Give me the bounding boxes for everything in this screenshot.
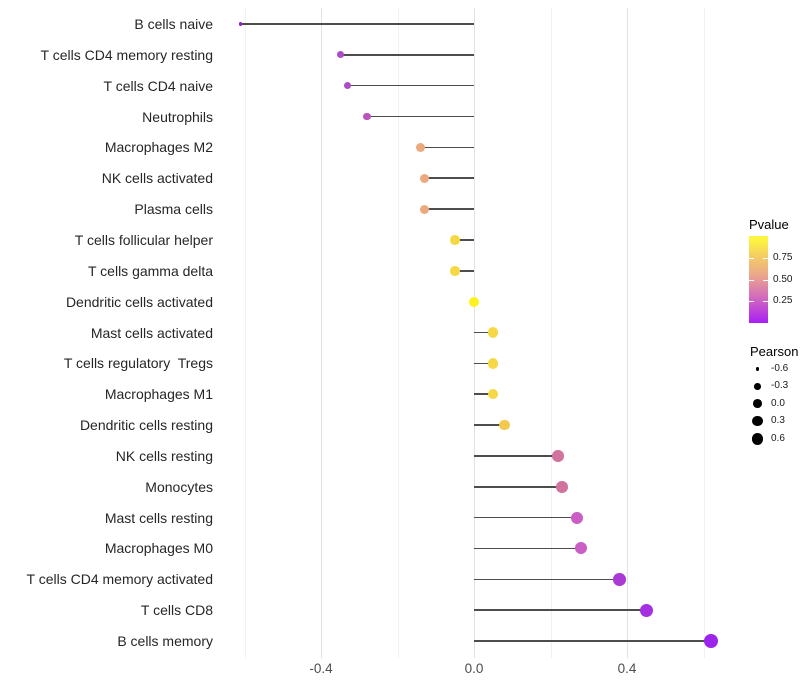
lollipop-stem <box>424 208 474 210</box>
lollipop-point <box>499 419 510 431</box>
lollipop-stem <box>420 146 474 149</box>
colorbar-tick <box>749 257 754 259</box>
lollipop-stem <box>454 270 474 272</box>
pearson-size-dot <box>754 383 761 390</box>
lollipop-stem <box>474 393 494 395</box>
colorbar-tick <box>763 257 768 259</box>
lollipop-stem <box>340 54 474 56</box>
y-axis-label: B cells memory <box>117 633 213 649</box>
gridline-major <box>321 8 322 658</box>
y-axis-label: NK cells activated <box>101 170 213 187</box>
lollipop-stem <box>347 84 474 87</box>
lollipop-stem <box>474 516 578 519</box>
lollipop-point <box>468 296 480 307</box>
pearson-size-dot <box>752 415 763 427</box>
gridline-minor <box>703 8 705 658</box>
lollipop-point <box>704 634 719 648</box>
y-axis-label: Plasma cells <box>134 201 213 218</box>
y-axis-label: Monocytes <box>145 478 213 495</box>
pearson-size-label: 0.3 <box>771 415 785 427</box>
gridline-major <box>627 8 628 658</box>
lollipop-point <box>552 450 564 462</box>
lollipop-stem <box>366 115 474 118</box>
y-axis-label: B cells naive <box>134 16 213 32</box>
pearson-size-dot <box>755 367 760 371</box>
colorbar-tick-label: 0.25 <box>773 295 793 307</box>
gridline-minor <box>550 8 552 658</box>
lollipop-stem <box>474 640 712 642</box>
y-axis-label: Macrophages M0 <box>104 540 213 557</box>
y-axis-label: T cells gamma delta <box>87 262 213 279</box>
y-axis-label: T cells regulatory Tregs <box>63 355 213 372</box>
pearson-size-label: 0.6 <box>771 432 785 444</box>
lollipop-stem <box>474 331 494 334</box>
pearson-size-label: -0.6 <box>771 363 789 374</box>
lollipop-point <box>575 542 588 555</box>
x-axis-tick-label: 0.4 <box>617 661 637 676</box>
x-axis-tick-label: 0.0 <box>464 661 484 676</box>
lollipop-point <box>362 112 371 121</box>
colorbar-tick-label: 0.75 <box>773 251 793 263</box>
colorbar-tick <box>763 279 768 281</box>
y-axis-label: T cells CD8 <box>140 602 213 619</box>
colorbar-tick-label: 0.50 <box>773 273 793 285</box>
y-axis-label: T cells CD4 memory resting <box>40 46 213 63</box>
lollipop-stem <box>454 239 474 241</box>
lollipop-point <box>613 573 626 586</box>
lollipop-stem <box>474 424 505 426</box>
pvalue-legend-title: Pvalue <box>749 217 789 232</box>
y-axis-label: Mast cells resting <box>104 509 213 526</box>
lollipop-point <box>419 204 429 214</box>
pearson-size-dot <box>751 432 764 445</box>
colorbar-tick <box>749 279 754 281</box>
pearson-size-label: -0.3 <box>771 380 789 392</box>
lollipop-point <box>450 235 460 245</box>
lollipop-point <box>344 82 352 90</box>
lollipop-stem <box>240 23 474 25</box>
x-axis-tick-label: -0.4 <box>309 661 333 676</box>
lollipop-point <box>639 603 653 617</box>
y-axis-label: NK cells resting <box>115 447 213 464</box>
lollipop-stem <box>474 578 620 581</box>
y-axis-label: Macrophages M2 <box>104 139 213 156</box>
lollipop-stem <box>474 362 494 365</box>
pearson-legend-title: Pearson <box>750 344 799 359</box>
lollipop-point <box>419 173 429 183</box>
y-axis-label: T cells CD4 memory activated <box>26 571 213 588</box>
lollipop-point <box>450 265 460 276</box>
gridline-minor <box>244 8 246 658</box>
y-axis-label: Macrophages M1 <box>104 386 213 403</box>
lollipop-point <box>415 142 425 152</box>
lollipop-stem <box>474 609 647 611</box>
colorbar-tick <box>749 301 754 303</box>
y-axis-label: T cells follicular helper <box>74 231 213 248</box>
lollipop-stem <box>474 547 582 550</box>
lollipop-point <box>571 511 584 524</box>
lollipop-stem <box>474 455 559 457</box>
colorbar-tick <box>763 301 768 303</box>
y-axis-label: Mast cells activated <box>90 324 213 341</box>
pearson-size-label: 0.0 <box>771 397 785 409</box>
lollipop-point <box>238 22 243 26</box>
y-axis-label: Dendritic cells activated <box>65 293 213 310</box>
y-axis-label: Neutrophils <box>142 108 213 125</box>
lollipop-point <box>556 480 568 493</box>
lollipop-point <box>487 388 499 400</box>
lollipop-stem <box>474 485 562 488</box>
lollipop-point <box>336 51 344 59</box>
gridline-minor <box>397 8 399 658</box>
lollipop-point <box>487 327 499 338</box>
y-axis-label: T cells CD4 naive <box>103 77 213 94</box>
pearson-size-dot <box>753 399 762 409</box>
lollipop-point <box>487 358 499 369</box>
lollipop-stem <box>424 177 474 180</box>
y-axis-label: Dendritic cells resting <box>79 417 213 434</box>
